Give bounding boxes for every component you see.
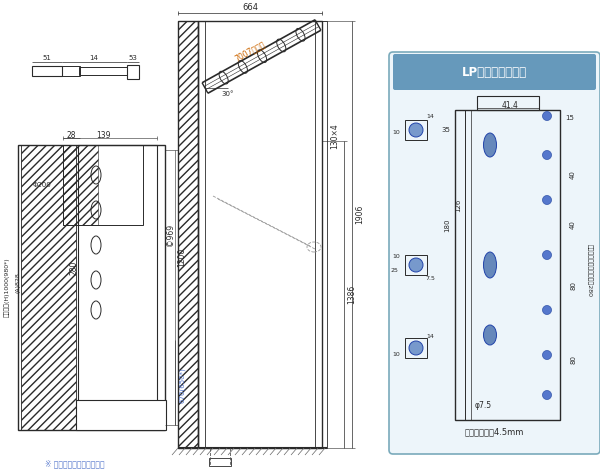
Bar [405, 120, 427, 140]
Text: 1200: 1200 [178, 248, 187, 267]
Text: 41.4: 41.4 [502, 100, 518, 109]
Bar [178, 21, 198, 448]
Text: ※ 安全のため確保する高さ: ※ 安全のため確保する高さ [45, 459, 104, 468]
Text: 40: 40 [570, 220, 576, 229]
Bar [405, 255, 427, 275]
Bar [465, 110, 560, 420]
Ellipse shape [484, 325, 497, 345]
Ellipse shape [296, 29, 305, 41]
Text: 51: 51 [43, 55, 52, 61]
Bar [405, 338, 427, 358]
FancyBboxPatch shape [393, 54, 596, 90]
Bar [76, 400, 166, 430]
Bar [209, 458, 231, 466]
Ellipse shape [484, 252, 497, 278]
Text: 取付高さ(H)1000(980*): 取付高さ(H)1000(980*) [4, 258, 10, 317]
Ellipse shape [219, 71, 228, 84]
Text: 30°: 30° [222, 91, 234, 97]
Text: 40: 40 [570, 170, 576, 179]
Text: 取付け厚みは4.5mm: 取付け厚みは4.5mm [465, 427, 524, 436]
Text: 10: 10 [392, 351, 400, 357]
Bar [127, 65, 139, 79]
Text: 14: 14 [426, 113, 434, 119]
Text: 7007アーム: 7007アーム [233, 39, 267, 63]
Circle shape [542, 196, 551, 205]
Bar [178, 21, 198, 448]
Bar [32, 66, 62, 76]
Text: Φ200: Φ200 [32, 182, 52, 188]
Circle shape [409, 123, 423, 137]
Text: 130×4: 130×4 [331, 123, 340, 149]
Bar [18, 145, 165, 430]
Bar [198, 21, 205, 448]
Circle shape [542, 350, 551, 359]
Bar [78, 145, 157, 425]
Text: φ7.5: φ7.5 [475, 400, 491, 409]
Text: (A)828: (A)828 [16, 272, 20, 293]
Bar [63, 145, 143, 225]
Text: 7.5: 7.5 [425, 276, 435, 280]
Text: 80: 80 [570, 280, 576, 289]
Text: 126: 126 [455, 198, 461, 212]
Text: 664: 664 [242, 3, 258, 12]
Text: ベースキャップ含む寸法280: ベースキャップ含む寸法280 [587, 244, 593, 297]
Text: 1386: 1386 [347, 285, 356, 304]
Text: 35: 35 [441, 127, 450, 133]
Circle shape [409, 341, 423, 355]
Bar [477, 96, 539, 110]
Ellipse shape [257, 50, 266, 62]
Text: 180: 180 [444, 218, 450, 232]
Bar [63, 145, 98, 225]
Circle shape [542, 250, 551, 259]
Bar [62, 66, 80, 76]
Bar [79, 67, 127, 75]
FancyBboxPatch shape [389, 52, 600, 454]
Ellipse shape [238, 60, 247, 73]
Text: 53: 53 [128, 55, 137, 61]
Text: 1906: 1906 [355, 205, 365, 224]
Bar [21, 145, 76, 430]
Circle shape [542, 306, 551, 315]
Bar [315, 21, 322, 448]
Text: ©969: ©969 [167, 223, 176, 246]
Text: 139: 139 [96, 130, 110, 139]
Ellipse shape [484, 133, 497, 157]
Text: 14: 14 [89, 55, 98, 61]
Text: 15: 15 [565, 115, 574, 121]
Circle shape [409, 258, 423, 272]
Circle shape [542, 390, 551, 399]
Bar [455, 110, 560, 420]
Ellipse shape [277, 39, 286, 52]
Circle shape [542, 150, 551, 159]
Text: LP型ベース取付座: LP型ベース取付座 [462, 66, 527, 79]
Text: 25: 25 [390, 268, 398, 272]
Text: 10: 10 [392, 255, 400, 259]
Text: 14: 14 [426, 334, 434, 338]
Bar [471, 110, 560, 420]
Text: 28: 28 [66, 130, 76, 139]
Text: 670(650*): 670(650*) [179, 367, 185, 403]
Text: 10: 10 [392, 129, 400, 135]
Text: 280: 280 [70, 260, 79, 275]
Bar [21, 145, 76, 430]
Bar [198, 21, 322, 448]
Circle shape [542, 111, 551, 120]
Text: 80: 80 [570, 356, 576, 365]
Bar [322, 21, 327, 448]
